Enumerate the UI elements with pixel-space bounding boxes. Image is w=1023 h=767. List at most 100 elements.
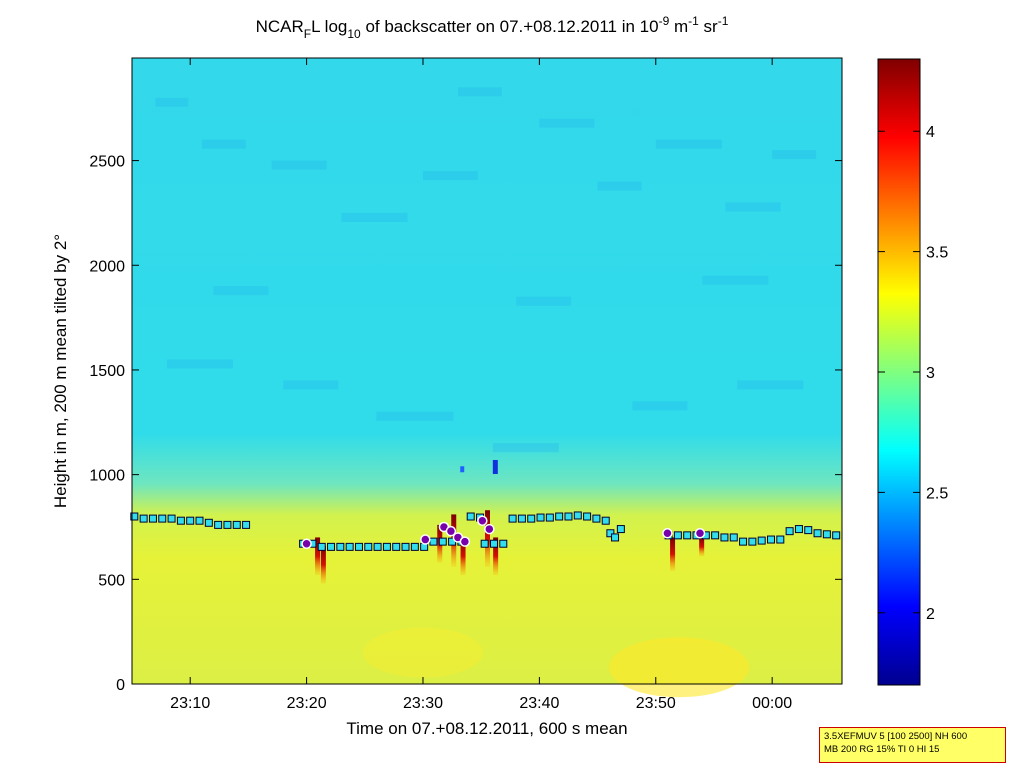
field-streak bbox=[283, 380, 339, 390]
mixing-layer-point bbox=[673, 531, 682, 540]
mixing-layer-point bbox=[382, 542, 391, 551]
mixing-layer-point bbox=[345, 542, 354, 551]
mixing-layer-point bbox=[729, 533, 738, 542]
mixing-layer-point bbox=[527, 514, 536, 523]
field-streak bbox=[341, 212, 408, 222]
mixing-layer-point bbox=[176, 516, 185, 525]
field-streak bbox=[772, 150, 817, 160]
cloud-base-markers bbox=[301, 515, 706, 549]
cloud-base-point bbox=[662, 528, 673, 539]
y-tick-label: 2000 bbox=[89, 258, 125, 275]
mixing-layer-point bbox=[354, 542, 363, 551]
mixing-layer-point bbox=[186, 516, 195, 525]
field-streak bbox=[725, 202, 781, 212]
mixing-layer-point bbox=[573, 511, 582, 520]
colorbar-tick-label: 3 bbox=[926, 365, 935, 382]
mixing-layer-point bbox=[748, 537, 757, 546]
field-streak bbox=[492, 443, 559, 453]
field-streak bbox=[155, 97, 189, 107]
cloud-base-point bbox=[301, 538, 312, 549]
mixing-layer-point bbox=[373, 542, 382, 551]
x-tick-label: 23:30 bbox=[403, 695, 443, 712]
mixing-layer-point bbox=[499, 539, 508, 548]
plot-area bbox=[130, 57, 843, 698]
cloud-base-point bbox=[484, 523, 495, 535]
colorbar-ticks: 2 2.5 3 3.5 4 bbox=[878, 124, 948, 623]
x-axis-label: Time on 07.+08.12.2011, 600 s mean bbox=[346, 719, 627, 738]
field-streak bbox=[737, 380, 804, 390]
echo-column bbox=[493, 537, 499, 576]
cloud-base-point bbox=[420, 534, 431, 545]
echo-column bbox=[699, 537, 705, 557]
y-tick-label: 2500 bbox=[89, 154, 125, 171]
mixing-layer-point bbox=[214, 520, 223, 529]
field-streak bbox=[632, 401, 688, 411]
cloud-base-point bbox=[459, 536, 471, 547]
mixing-layer-point bbox=[130, 512, 139, 521]
y-tick-label: 0 bbox=[116, 677, 125, 694]
surface-warm-patch bbox=[609, 637, 750, 698]
mixing-layer-point bbox=[204, 518, 213, 527]
echo-column bbox=[320, 545, 326, 584]
mixing-layer-point bbox=[564, 512, 573, 521]
y-tick-label: 1500 bbox=[89, 363, 125, 380]
y-tick-label: 1000 bbox=[89, 468, 125, 485]
mixing-layer-point bbox=[545, 513, 554, 522]
mixing-layer-point bbox=[757, 536, 766, 545]
mixing-layer-point bbox=[683, 531, 692, 540]
field-streak bbox=[376, 411, 454, 421]
colorbar-tick-label: 2 bbox=[926, 606, 935, 623]
mixing-layer-point bbox=[158, 514, 167, 523]
field-streak bbox=[201, 139, 246, 149]
mixing-layer-point bbox=[517, 514, 526, 523]
chart-title: NCARFL log10 of backscatter on 07.+08.12… bbox=[256, 14, 729, 41]
mixing-layer-point bbox=[813, 529, 822, 538]
x-tick-label: 23:40 bbox=[519, 695, 559, 712]
field-streak bbox=[655, 139, 722, 149]
field-streak bbox=[271, 160, 327, 170]
mixing-layer-point bbox=[438, 537, 447, 546]
mixing-layer-point bbox=[317, 542, 326, 551]
surface-warm-patch bbox=[362, 627, 483, 678]
field-streak bbox=[213, 286, 269, 296]
mixing-layer-point bbox=[232, 520, 241, 529]
y-axis-label: Height in m, 200 m mean tilted by 2° bbox=[51, 234, 70, 508]
settings-info-box: 3.5XEFMUV 5 [100 2500] NH 600 MB 200 RG … bbox=[819, 727, 1006, 763]
echo-column bbox=[315, 537, 321, 576]
mixing-layer-point bbox=[555, 512, 564, 521]
y-tick-label: 500 bbox=[98, 572, 125, 589]
mixing-layer-point bbox=[508, 514, 517, 523]
mixing-layer-point bbox=[832, 531, 841, 540]
mixing-layer-point bbox=[148, 514, 157, 523]
field-spot bbox=[492, 459, 498, 474]
mixing-layer-point bbox=[739, 537, 748, 546]
field-streak bbox=[702, 275, 769, 285]
mixing-layer-point bbox=[606, 529, 615, 538]
mixing-layer-point bbox=[794, 525, 803, 534]
mixing-layer-point bbox=[327, 542, 336, 551]
backscatter-field bbox=[132, 58, 842, 684]
mixing-layer-point bbox=[785, 527, 794, 536]
mixing-layer-point bbox=[466, 512, 475, 521]
cloud-base-point bbox=[445, 525, 457, 537]
field-streak bbox=[597, 181, 642, 191]
mixing-layer-point bbox=[167, 514, 176, 523]
x-tick-label: 23:10 bbox=[170, 695, 210, 712]
field-texture bbox=[155, 87, 817, 698]
mixing-layer-point bbox=[611, 533, 620, 542]
mixing-layer-point bbox=[336, 542, 345, 551]
x-tick-label: 00:00 bbox=[752, 695, 792, 712]
mixing-layer-point bbox=[223, 520, 232, 529]
mixing-layer-point bbox=[536, 513, 545, 522]
field-spot bbox=[460, 466, 465, 473]
field-streak bbox=[422, 171, 478, 181]
mixing-layer-point bbox=[616, 525, 625, 534]
echo-column bbox=[485, 510, 490, 567]
echo-column bbox=[670, 537, 676, 571]
mixing-layer-point bbox=[592, 514, 601, 523]
colorbar-tick-label: 4 bbox=[926, 124, 935, 141]
colorbar: 2 2.5 3 3.5 4 bbox=[877, 58, 948, 686]
mixing-layer-point bbox=[720, 533, 729, 542]
mixing-layer-point bbox=[489, 539, 498, 548]
